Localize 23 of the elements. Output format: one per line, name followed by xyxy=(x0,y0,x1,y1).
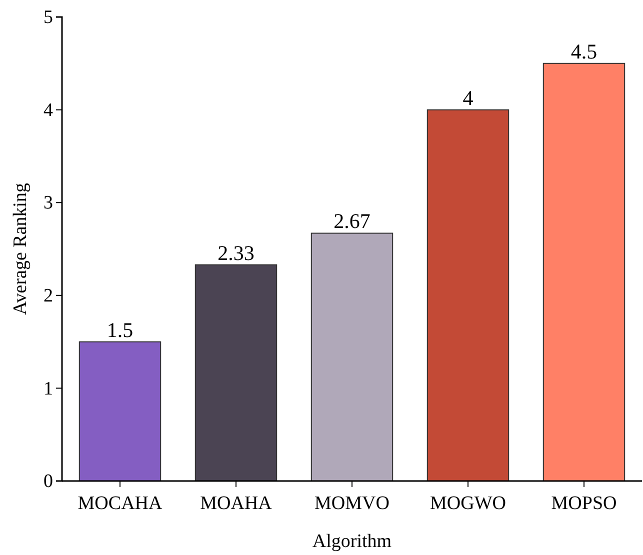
y-tick-label: 3 xyxy=(44,192,53,214)
x-tick-label: MOAHA xyxy=(200,493,272,514)
y-axis-title: Average Ranking xyxy=(10,182,31,316)
bar xyxy=(542,62,626,482)
x-axis-title: Algorithm xyxy=(312,531,392,552)
bar xyxy=(78,341,162,482)
y-tick-label: 5 xyxy=(44,7,53,28)
data-label: 4.5 xyxy=(570,39,598,64)
data-label: 2.33 xyxy=(218,240,254,265)
x-tick-label: MOPSO xyxy=(551,493,617,514)
bar xyxy=(426,109,510,482)
y-tick-label: 4 xyxy=(44,100,54,121)
x-tick-label: MOCAHA xyxy=(78,493,163,514)
bar xyxy=(310,232,394,482)
y-tick-label: 1 xyxy=(44,378,53,400)
data-label: 4 xyxy=(462,86,474,110)
x-tick-label: MOGWO xyxy=(430,493,506,514)
x-tick-label: MOMVO xyxy=(314,493,390,514)
y-tick-label: 0 xyxy=(44,471,53,492)
bar xyxy=(194,264,278,482)
data-label: 2.67 xyxy=(334,209,370,234)
y-tick-label: 2 xyxy=(44,285,53,306)
data-label: 1.5 xyxy=(106,318,134,342)
